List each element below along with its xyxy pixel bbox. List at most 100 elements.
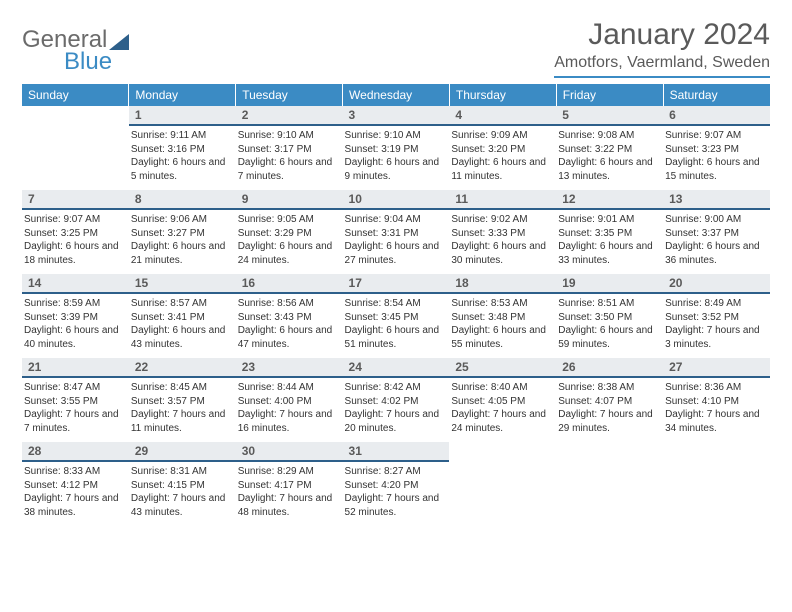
day-content: Sunrise: 8:38 AMSunset: 4:07 PMDaylight:… — [556, 378, 663, 438]
calendar-day-cell: 9Sunrise: 9:05 AMSunset: 3:29 PMDaylight… — [236, 190, 343, 274]
calendar-week-row: 28Sunrise: 8:33 AMSunset: 4:12 PMDayligh… — [22, 442, 770, 526]
day-content: Sunrise: 8:45 AMSunset: 3:57 PMDaylight:… — [129, 378, 236, 438]
day-content: Sunrise: 8:56 AMSunset: 3:43 PMDaylight:… — [236, 294, 343, 354]
calendar-day-cell: 3Sunrise: 9:10 AMSunset: 3:19 PMDaylight… — [343, 106, 450, 190]
day-content: Sunrise: 9:09 AMSunset: 3:20 PMDaylight:… — [449, 126, 556, 186]
calendar-day-cell — [663, 442, 770, 526]
day-content: Sunrise: 8:36 AMSunset: 4:10 PMDaylight:… — [663, 378, 770, 438]
day-content: Sunrise: 9:07 AMSunset: 3:23 PMDaylight:… — [663, 126, 770, 186]
day-number: 14 — [22, 274, 129, 294]
day-content: Sunrise: 9:10 AMSunset: 3:19 PMDaylight:… — [343, 126, 450, 186]
weekday-header: Sunday — [22, 84, 129, 106]
day-number: 2 — [236, 106, 343, 126]
day-content: Sunrise: 8:33 AMSunset: 4:12 PMDaylight:… — [22, 462, 129, 522]
calendar-day-cell: 7Sunrise: 9:07 AMSunset: 3:25 PMDaylight… — [22, 190, 129, 274]
calendar-day-cell: 30Sunrise: 8:29 AMSunset: 4:17 PMDayligh… — [236, 442, 343, 526]
calendar-day-cell: 15Sunrise: 8:57 AMSunset: 3:41 PMDayligh… — [129, 274, 236, 358]
logo: GeneralBlue — [22, 18, 129, 76]
day-content: Sunrise: 8:51 AMSunset: 3:50 PMDaylight:… — [556, 294, 663, 354]
header: GeneralBlue January 2024 Amotfors, Vaerm… — [22, 18, 770, 78]
calendar-week-row: 7Sunrise: 9:07 AMSunset: 3:25 PMDaylight… — [22, 190, 770, 274]
day-number: 16 — [236, 274, 343, 294]
day-number: 25 — [449, 358, 556, 378]
day-number: 22 — [129, 358, 236, 378]
calendar-day-cell: 2Sunrise: 9:10 AMSunset: 3:17 PMDaylight… — [236, 106, 343, 190]
weekday-header: Thursday — [449, 84, 556, 106]
calendar-day-cell — [449, 442, 556, 526]
calendar-week-row: 1Sunrise: 9:11 AMSunset: 3:16 PMDaylight… — [22, 106, 770, 190]
calendar-day-cell: 14Sunrise: 8:59 AMSunset: 3:39 PMDayligh… — [22, 274, 129, 358]
calendar-day-cell: 11Sunrise: 9:02 AMSunset: 3:33 PMDayligh… — [449, 190, 556, 274]
day-content: Sunrise: 9:06 AMSunset: 3:27 PMDaylight:… — [129, 210, 236, 270]
calendar-body: 1Sunrise: 9:11 AMSunset: 3:16 PMDaylight… — [22, 106, 770, 526]
day-number: 23 — [236, 358, 343, 378]
calendar-day-cell: 13Sunrise: 9:00 AMSunset: 3:37 PMDayligh… — [663, 190, 770, 274]
day-content: Sunrise: 8:27 AMSunset: 4:20 PMDaylight:… — [343, 462, 450, 522]
calendar-day-cell: 4Sunrise: 9:09 AMSunset: 3:20 PMDaylight… — [449, 106, 556, 190]
calendar-day-cell: 29Sunrise: 8:31 AMSunset: 4:15 PMDayligh… — [129, 442, 236, 526]
weekday-header: Tuesday — [236, 84, 343, 106]
weekday-header: Monday — [129, 84, 236, 106]
day-number: 26 — [556, 358, 663, 378]
calendar-day-cell: 23Sunrise: 8:44 AMSunset: 4:00 PMDayligh… — [236, 358, 343, 442]
calendar-day-cell: 28Sunrise: 8:33 AMSunset: 4:12 PMDayligh… — [22, 442, 129, 526]
day-number: 3 — [343, 106, 450, 126]
day-content: Sunrise: 9:10 AMSunset: 3:17 PMDaylight:… — [236, 126, 343, 186]
calendar-day-cell: 18Sunrise: 8:53 AMSunset: 3:48 PMDayligh… — [449, 274, 556, 358]
title-block: January 2024 Amotfors, Vaermland, Sweden — [554, 18, 770, 78]
location-text: Amotfors, Vaermland, Sweden — [554, 54, 770, 78]
logo-triangle-icon — [109, 34, 129, 50]
day-content: Sunrise: 9:02 AMSunset: 3:33 PMDaylight:… — [449, 210, 556, 270]
calendar-day-cell: 19Sunrise: 8:51 AMSunset: 3:50 PMDayligh… — [556, 274, 663, 358]
day-number: 27 — [663, 358, 770, 378]
day-number: 12 — [556, 190, 663, 210]
day-content: Sunrise: 8:54 AMSunset: 3:45 PMDaylight:… — [343, 294, 450, 354]
calendar-day-cell: 21Sunrise: 8:47 AMSunset: 3:55 PMDayligh… — [22, 358, 129, 442]
month-title: January 2024 — [554, 18, 770, 52]
day-content: Sunrise: 8:31 AMSunset: 4:15 PMDaylight:… — [129, 462, 236, 522]
calendar-week-row: 14Sunrise: 8:59 AMSunset: 3:39 PMDayligh… — [22, 274, 770, 358]
day-number: 24 — [343, 358, 450, 378]
day-number: 6 — [663, 106, 770, 126]
day-number: 11 — [449, 190, 556, 210]
day-number: 31 — [343, 442, 450, 462]
calendar-head: SundayMondayTuesdayWednesdayThursdayFrid… — [22, 84, 770, 106]
calendar-table: SundayMondayTuesdayWednesdayThursdayFrid… — [22, 84, 770, 526]
calendar-day-cell: 26Sunrise: 8:38 AMSunset: 4:07 PMDayligh… — [556, 358, 663, 442]
day-number: 13 — [663, 190, 770, 210]
day-number: 9 — [236, 190, 343, 210]
day-number: 29 — [129, 442, 236, 462]
day-number: 30 — [236, 442, 343, 462]
day-number: 15 — [129, 274, 236, 294]
day-content: Sunrise: 9:07 AMSunset: 3:25 PMDaylight:… — [22, 210, 129, 270]
day-content: Sunrise: 8:40 AMSunset: 4:05 PMDaylight:… — [449, 378, 556, 438]
weekday-header: Wednesday — [343, 84, 450, 106]
day-number: 10 — [343, 190, 450, 210]
day-content: Sunrise: 8:59 AMSunset: 3:39 PMDaylight:… — [22, 294, 129, 354]
calendar-day-cell — [556, 442, 663, 526]
calendar-week-row: 21Sunrise: 8:47 AMSunset: 3:55 PMDayligh… — [22, 358, 770, 442]
day-content: Sunrise: 9:08 AMSunset: 3:22 PMDaylight:… — [556, 126, 663, 186]
day-content: Sunrise: 8:53 AMSunset: 3:48 PMDaylight:… — [449, 294, 556, 354]
calendar-day-cell: 5Sunrise: 9:08 AMSunset: 3:22 PMDaylight… — [556, 106, 663, 190]
calendar-day-cell: 10Sunrise: 9:04 AMSunset: 3:31 PMDayligh… — [343, 190, 450, 274]
calendar-day-cell — [22, 106, 129, 190]
weekday-header: Saturday — [663, 84, 770, 106]
day-number: 1 — [129, 106, 236, 126]
day-content: Sunrise: 9:05 AMSunset: 3:29 PMDaylight:… — [236, 210, 343, 270]
calendar-day-cell: 22Sunrise: 8:45 AMSunset: 3:57 PMDayligh… — [129, 358, 236, 442]
day-content: Sunrise: 9:04 AMSunset: 3:31 PMDaylight:… — [343, 210, 450, 270]
calendar-day-cell: 1Sunrise: 9:11 AMSunset: 3:16 PMDaylight… — [129, 106, 236, 190]
day-number: 20 — [663, 274, 770, 294]
day-content: Sunrise: 8:42 AMSunset: 4:02 PMDaylight:… — [343, 378, 450, 438]
calendar-day-cell: 24Sunrise: 8:42 AMSunset: 4:02 PMDayligh… — [343, 358, 450, 442]
day-content: Sunrise: 8:29 AMSunset: 4:17 PMDaylight:… — [236, 462, 343, 522]
calendar-day-cell: 17Sunrise: 8:54 AMSunset: 3:45 PMDayligh… — [343, 274, 450, 358]
calendar-day-cell: 20Sunrise: 8:49 AMSunset: 3:52 PMDayligh… — [663, 274, 770, 358]
calendar-day-cell: 31Sunrise: 8:27 AMSunset: 4:20 PMDayligh… — [343, 442, 450, 526]
day-number: 18 — [449, 274, 556, 294]
day-content: Sunrise: 8:49 AMSunset: 3:52 PMDaylight:… — [663, 294, 770, 354]
weekday-header: Friday — [556, 84, 663, 106]
calendar-day-cell: 25Sunrise: 8:40 AMSunset: 4:05 PMDayligh… — [449, 358, 556, 442]
day-number: 5 — [556, 106, 663, 126]
